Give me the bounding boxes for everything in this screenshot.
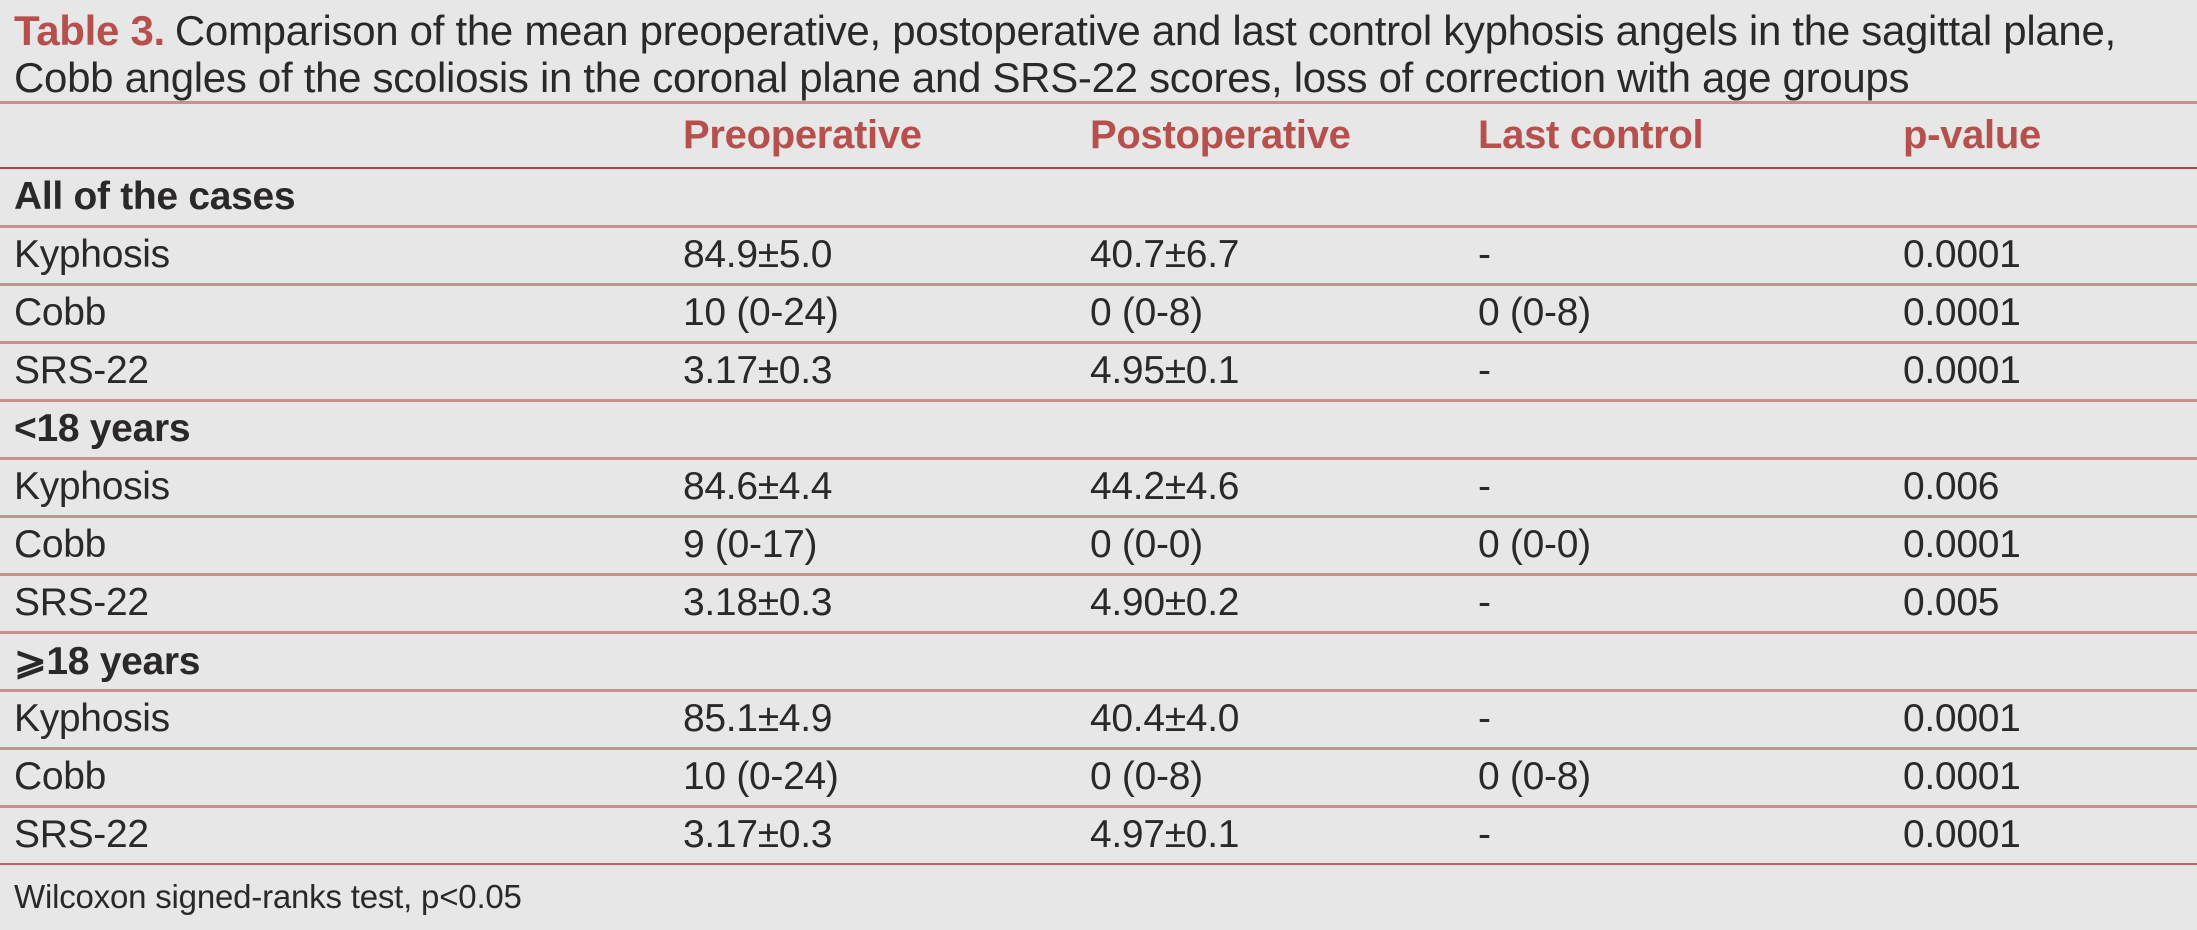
cell-p-value: 0.0001 xyxy=(1903,748,2197,808)
cell-preoperative: 9 (0-17) xyxy=(683,516,1090,576)
cell-postoperative: 40.7±6.7 xyxy=(1090,226,1478,286)
cell-last-control: - xyxy=(1478,342,1903,402)
cell-preoperative: 85.1±4.9 xyxy=(683,690,1090,750)
cell-p-value: 0.0001 xyxy=(1903,516,2197,576)
cell-preoperative: 3.18±0.3 xyxy=(683,574,1090,634)
cell-p-value: 0.0001 xyxy=(1903,226,2197,286)
cell-last-control: - xyxy=(1478,806,1903,865)
cell-preoperative: 84.9±5.0 xyxy=(683,226,1090,286)
table-label: Table 3. xyxy=(14,7,165,54)
row-label: SRS-22 xyxy=(0,806,683,865)
row-label: Kyphosis xyxy=(0,458,683,518)
section-header-row: <18 years xyxy=(0,400,2197,460)
cell-postoperative: 4.90±0.2 xyxy=(1090,574,1478,634)
cell-preoperative: 10 (0-24) xyxy=(683,284,1090,344)
row-label: SRS-22 xyxy=(0,574,683,634)
section-header-label: ⩾18 years xyxy=(0,632,2197,692)
table-title: Comparison of the mean preoperative, pos… xyxy=(14,7,2116,101)
cell-postoperative: 4.95±0.1 xyxy=(1090,342,1478,402)
cell-last-control: - xyxy=(1478,458,1903,518)
section-header-label: <18 years xyxy=(0,400,2197,460)
cell-postoperative: 44.2±4.6 xyxy=(1090,458,1478,518)
section-header-label: All of the cases xyxy=(0,168,2197,228)
cell-p-value: 0.0001 xyxy=(1903,690,2197,750)
cell-last-control: - xyxy=(1478,226,1903,286)
row-label: Cobb xyxy=(0,748,683,808)
table-row: SRS-22 3.18±0.3 4.90±0.2 - 0.005 xyxy=(0,574,2197,634)
cell-postoperative: 0 (0-0) xyxy=(1090,516,1478,576)
cell-postoperative: 0 (0-8) xyxy=(1090,284,1478,344)
column-header-preoperative: Preoperative xyxy=(683,104,1090,169)
table-caption: Table 3. Comparison of the mean preoperat… xyxy=(0,0,2197,104)
cell-p-value: 0.005 xyxy=(1903,574,2197,634)
cell-preoperative: 3.17±0.3 xyxy=(683,806,1090,865)
data-table: Preoperative Postoperative Last control … xyxy=(0,104,2197,865)
table-row: Cobb 9 (0-17) 0 (0-0) 0 (0-0) 0.0001 xyxy=(0,516,2197,576)
column-header-postoperative: Postoperative xyxy=(1090,104,1478,169)
cell-last-control: 0 (0-0) xyxy=(1478,516,1903,576)
cell-preoperative: 84.6±4.4 xyxy=(683,458,1090,518)
table-footnote: Wilcoxon signed-ranks test, p<0.05 xyxy=(14,878,522,915)
cell-p-value: 0.0001 xyxy=(1903,342,2197,402)
table-row: Cobb 10 (0-24) 0 (0-8) 0 (0-8) 0.0001 xyxy=(0,284,2197,344)
column-header-last-control: Last control xyxy=(1478,104,1903,169)
cell-last-control: - xyxy=(1478,574,1903,634)
table-row: SRS-22 3.17±0.3 4.97±0.1 - 0.0001 xyxy=(0,806,2197,865)
row-label: Kyphosis xyxy=(0,690,683,750)
cell-postoperative: 4.97±0.1 xyxy=(1090,806,1478,865)
row-label: Cobb xyxy=(0,516,683,576)
cell-preoperative: 10 (0-24) xyxy=(683,748,1090,808)
cell-p-value: 0.0001 xyxy=(1903,806,2197,865)
row-label: Kyphosis xyxy=(0,226,683,286)
cell-postoperative: 0 (0-8) xyxy=(1090,748,1478,808)
cell-last-control: 0 (0-8) xyxy=(1478,284,1903,344)
section-header-row: ⩾18 years xyxy=(0,632,2197,692)
section-header-row: All of the cases xyxy=(0,168,2197,228)
table-row: Kyphosis 84.6±4.4 44.2±4.6 - 0.006 xyxy=(0,458,2197,518)
cell-last-control: 0 (0-8) xyxy=(1478,748,1903,808)
table-row: Cobb 10 (0-24) 0 (0-8) 0 (0-8) 0.0001 xyxy=(0,748,2197,808)
cell-last-control: - xyxy=(1478,690,1903,750)
cell-preoperative: 3.17±0.3 xyxy=(683,342,1090,402)
table-row: SRS-22 3.17±0.3 4.95±0.1 - 0.0001 xyxy=(0,342,2197,402)
table-header-row: Preoperative Postoperative Last control … xyxy=(0,104,2197,169)
column-header-p-value: p-value xyxy=(1903,104,2197,169)
table-row: Kyphosis 85.1±4.9 40.4±4.0 - 0.0001 xyxy=(0,690,2197,750)
row-label: SRS-22 xyxy=(0,342,683,402)
cell-postoperative: 40.4±4.0 xyxy=(1090,690,1478,750)
cell-p-value: 0.0001 xyxy=(1903,284,2197,344)
cell-p-value: 0.006 xyxy=(1903,458,2197,518)
column-header-empty xyxy=(0,104,683,169)
row-label: Cobb xyxy=(0,284,683,344)
table-row: Kyphosis 84.9±5.0 40.7±6.7 - 0.0001 xyxy=(0,226,2197,286)
